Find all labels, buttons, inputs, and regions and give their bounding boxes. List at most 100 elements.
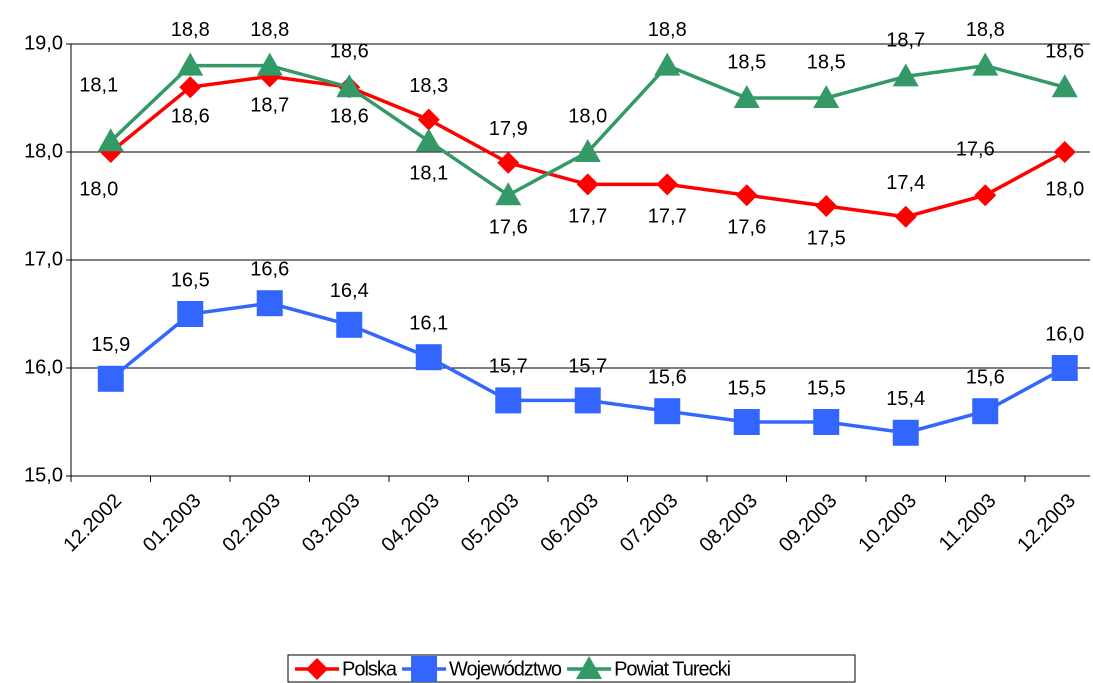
y-tick-label: 15,0	[24, 464, 63, 486]
legend-marker	[411, 656, 438, 682]
x-tick-label: 08.2003	[695, 490, 762, 557]
marker	[974, 184, 997, 207]
y-tick-label: 19,0	[24, 32, 63, 54]
data-label: 18,8	[648, 19, 687, 41]
y-tick-label: 16,0	[24, 356, 63, 378]
data-label: 18,1	[79, 74, 118, 96]
marker	[894, 205, 917, 228]
marker	[574, 139, 601, 162]
marker	[654, 398, 681, 425]
data-label: 15,6	[966, 366, 1005, 388]
marker	[1051, 355, 1078, 381]
marker	[892, 419, 919, 446]
y-tick-label: 18,0	[24, 140, 63, 162]
data-label: 16,4	[330, 280, 369, 302]
marker	[815, 195, 838, 217]
marker	[813, 409, 840, 435]
marker	[97, 128, 124, 152]
data-label: 15,5	[727, 377, 766, 399]
data-label: 18,8	[171, 19, 210, 41]
data-label: 18,8	[966, 19, 1005, 41]
data-label: 18,0	[568, 105, 607, 127]
marker	[415, 128, 442, 152]
data-label: 16,1	[409, 312, 448, 334]
data-label: 17,6	[489, 216, 528, 238]
data-label: 18,6	[330, 105, 369, 127]
x-tick-label: 09.2003	[775, 490, 842, 557]
x-tick-label: 11.2003	[935, 490, 1001, 556]
marker	[1053, 141, 1076, 163]
data-label: 15,7	[489, 356, 528, 378]
x-tick-label: 03.2003	[298, 490, 365, 557]
marker	[256, 290, 283, 317]
x-tick-label: 01.2003	[139, 490, 206, 557]
marker	[497, 151, 520, 174]
data-label: 18,3	[409, 75, 448, 97]
data-label: 16,0	[1045, 323, 1084, 345]
x-tick-label: 07.2003	[616, 490, 683, 557]
marker	[972, 398, 999, 425]
x-tick-label: 10.2003	[854, 490, 921, 557]
data-label: 16,6	[250, 258, 289, 280]
marker	[415, 344, 442, 371]
data-label: 17,7	[648, 206, 687, 228]
data-label: 17,6	[956, 138, 995, 160]
marker	[417, 108, 440, 131]
y-tick-label: 17,0	[24, 248, 63, 270]
x-tick-label: 05.2003	[457, 490, 524, 557]
legend-label: Województwo	[449, 658, 562, 680]
x-tick-label: 04.2003	[377, 490, 444, 557]
marker	[576, 173, 599, 196]
data-label: 16,5	[171, 269, 210, 291]
data-label: 15,7	[568, 356, 607, 378]
marker	[733, 85, 760, 108]
x-tick-label: 02.2003	[218, 490, 285, 557]
marker	[336, 311, 363, 338]
data-label: 15,6	[648, 366, 687, 388]
data-label: 17,6	[727, 216, 766, 238]
data-label: 18,0	[1045, 178, 1084, 200]
legend-label: Polska	[342, 658, 398, 680]
data-label: 18,7	[886, 30, 925, 52]
data-label: 18,6	[171, 105, 210, 127]
marker	[656, 173, 679, 196]
x-tick-label: 12.2002	[59, 490, 126, 557]
marker	[177, 52, 204, 76]
data-label: 18,6	[330, 40, 369, 62]
data-label: 18,8	[250, 19, 289, 41]
data-label: 18,7	[250, 95, 289, 117]
marker	[574, 387, 601, 414]
marker	[336, 74, 363, 98]
data-label: 17,7	[568, 206, 607, 228]
data-label: 18,0	[79, 178, 118, 200]
marker	[972, 52, 999, 76]
marker	[733, 409, 760, 435]
marker	[177, 301, 204, 327]
marker	[735, 184, 758, 207]
marker	[495, 387, 522, 414]
legend-marker	[306, 658, 328, 680]
marker	[654, 52, 681, 76]
x-tick-label: 06.2003	[536, 490, 603, 557]
data-label: 18,6	[1045, 40, 1084, 62]
data-label: 15,9	[91, 334, 130, 356]
marker	[813, 85, 840, 108]
data-label: 17,5	[807, 227, 846, 249]
marker	[97, 365, 124, 392]
marker	[1051, 74, 1078, 98]
x-tick-label: 12.2003	[1013, 490, 1080, 557]
legend-label: Powiat Turecki	[614, 658, 731, 680]
data-label: 17,9	[489, 118, 528, 140]
data-label: 17,4	[886, 172, 925, 194]
data-label: 15,5	[807, 377, 846, 399]
data-label: 18,5	[807, 51, 846, 73]
data-label: 18,1	[409, 162, 448, 184]
marker	[495, 182, 522, 206]
data-label: 15,4	[886, 388, 925, 410]
legend-marker	[576, 656, 603, 679]
marker	[892, 63, 919, 87]
data-label: 18,5	[727, 51, 766, 73]
marker	[179, 76, 202, 99]
marker	[256, 52, 283, 76]
